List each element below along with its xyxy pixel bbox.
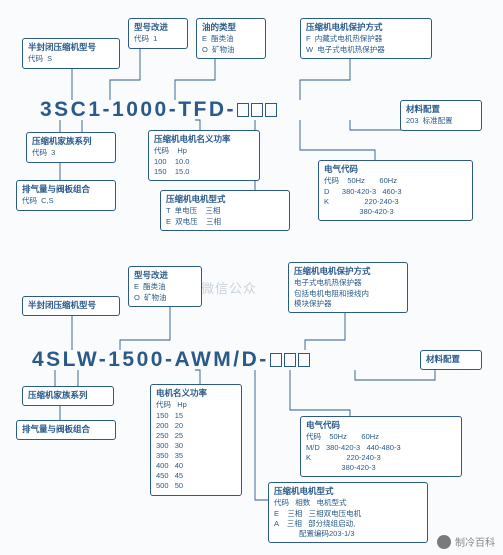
brand-logo-icon	[437, 535, 451, 549]
code-string-1: 3SC1-1000-TFD-	[40, 98, 278, 122]
box-material-2: 材料配置	[420, 350, 482, 370]
box-semiherm-1: 半封闭压缩机型号 代码 S	[22, 38, 120, 69]
box-motorprot-1: 压缩机电机保护方式 F 内藏式电机热保护器 W 电子式电机热保护器	[300, 18, 432, 59]
box-motorprot-2: 压缩机电机保护方式 电子式电机热保护器 包括电机电阻和接线内 模块保护器	[288, 262, 408, 313]
box-motortype-2: 压缩机电机型式 代码 相数 电机型式 E 三相 三相双电压电机 A 三相 部分绕…	[268, 482, 428, 543]
box-semiherm-2: 半封闭压缩机型号	[22, 296, 120, 316]
box-material-1: 材料配置 203 标准配置	[400, 100, 482, 131]
box-improve-1: 型号改进 代码 1	[128, 18, 188, 49]
brand-footer: 制冷百科	[437, 534, 495, 549]
box-improve-2: 型号改进 E 酯类油 O 矿物油	[128, 266, 202, 307]
box-disp-2: 排气量与阀板组合	[16, 420, 116, 440]
box-nompower-2: 电机名义功率 代码 Hp 150 15 200 20 250 25 300 30…	[150, 384, 242, 496]
box-disp-1: 排气量与阀板组合 代码 C,S	[16, 180, 116, 211]
box-family-1: 压缩机家族系列 代码 3	[26, 132, 116, 163]
box-motortype-1: 压缩机电机型式 T 单电压 三相 E 双电压 三相	[160, 190, 290, 231]
box-eleccode-2: 电气代码 代码 50Hz 60Hz M/D 380-420-3 440-480-…	[300, 416, 462, 477]
box-family-2: 压缩机家族系列	[22, 386, 114, 406]
box-oiltype-1: 油的类型 E 酯类油 O 矿物油	[196, 18, 266, 59]
box-eleccode-1: 电气代码 代码 50Hz 60Hz D 380-420-3 460-3 K 22…	[318, 160, 473, 221]
box-nompower-1: 压缩机电机名义功率 代码 Hp 100 10.0 150 15.0	[148, 130, 260, 181]
code-string-2: 4SLW-1500-AWM/D-	[32, 348, 311, 372]
